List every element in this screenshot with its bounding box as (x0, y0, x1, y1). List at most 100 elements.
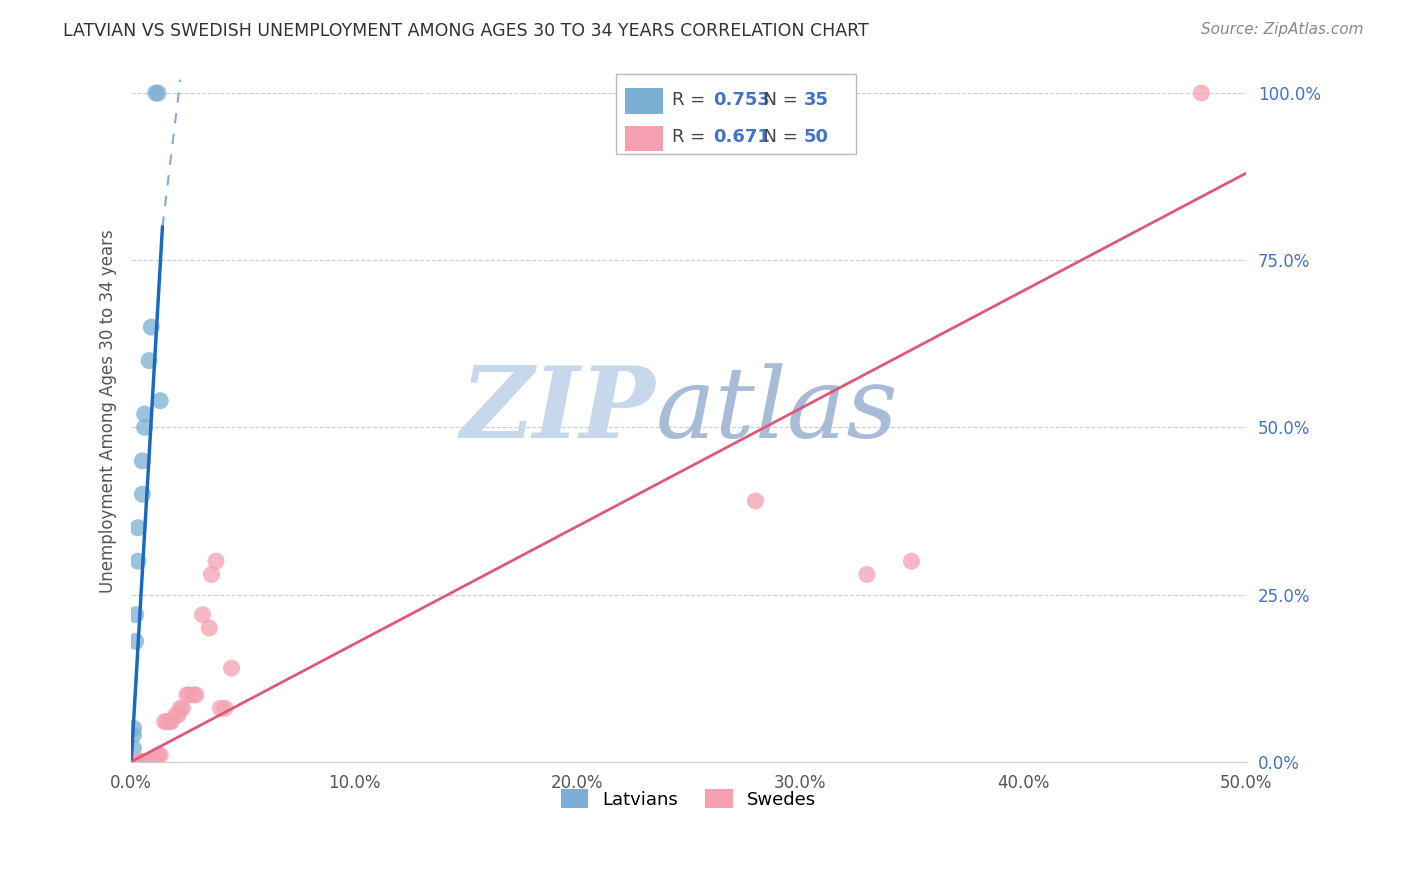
Text: R =: R = (672, 128, 711, 145)
Point (120, 755, 142, 769)
Point (169, 701, 191, 715)
Point (122, 741, 145, 756)
Point (134, 755, 156, 769)
Point (125, 755, 148, 769)
Text: 0.671: 0.671 (713, 128, 770, 145)
Point (127, 554, 149, 568)
Point (125, 755, 148, 769)
Point (184, 688, 207, 702)
Point (167, 708, 190, 723)
Point (122, 755, 145, 769)
Point (200, 567, 222, 582)
Point (120, 755, 142, 769)
Point (900, 554, 922, 568)
Point (157, 714, 180, 729)
Point (120, 755, 142, 769)
FancyBboxPatch shape (616, 74, 856, 154)
Point (129, 755, 152, 769)
Point (125, 755, 148, 769)
Point (129, 755, 152, 769)
Point (153, 714, 176, 729)
Point (120, 755, 142, 769)
Point (135, 755, 157, 769)
Point (135, 755, 157, 769)
Point (134, 420, 156, 434)
Text: Source: ZipAtlas.com: Source: ZipAtlas.com (1201, 22, 1364, 37)
Point (209, 701, 232, 715)
Text: 0.753: 0.753 (713, 91, 770, 109)
Point (744, 494, 766, 508)
Point (138, 353, 160, 368)
Point (131, 755, 153, 769)
Point (141, 320, 163, 334)
Point (122, 755, 145, 769)
Point (120, 755, 142, 769)
Point (1189, 86, 1212, 100)
Point (149, 748, 172, 763)
Point (122, 755, 145, 769)
Text: ZIP: ZIP (460, 362, 655, 459)
Point (165, 708, 187, 723)
Text: 50: 50 (803, 128, 828, 145)
Point (172, 701, 194, 715)
Point (120, 755, 142, 769)
Point (179, 688, 201, 702)
Point (120, 755, 142, 769)
Point (135, 755, 157, 769)
Point (120, 755, 142, 769)
Point (198, 621, 221, 635)
Point (134, 755, 156, 769)
Point (149, 393, 172, 408)
Point (221, 661, 243, 675)
Point (142, 755, 165, 769)
Point (120, 755, 142, 769)
Point (125, 634, 148, 648)
Point (120, 755, 142, 769)
Point (146, 748, 169, 763)
Point (127, 755, 149, 769)
Legend: Latvians, Swedes: Latvians, Swedes (554, 782, 824, 816)
Point (856, 567, 879, 582)
Point (120, 755, 142, 769)
Point (131, 487, 153, 501)
Text: R =: R = (672, 91, 711, 109)
Text: N =: N = (752, 91, 804, 109)
Point (141, 755, 163, 769)
Point (131, 755, 153, 769)
Point (120, 755, 142, 769)
Point (127, 521, 149, 535)
Point (205, 554, 228, 568)
Point (125, 755, 148, 769)
Point (120, 755, 142, 769)
Point (183, 688, 205, 702)
Point (122, 728, 145, 742)
Point (145, 86, 167, 100)
Point (131, 454, 153, 468)
Point (120, 755, 142, 769)
Text: 35: 35 (803, 91, 828, 109)
Text: LATVIAN VS SWEDISH UNEMPLOYMENT AMONG AGES 30 TO 34 YEARS CORRELATION CHART: LATVIAN VS SWEDISH UNEMPLOYMENT AMONG AG… (63, 22, 869, 40)
Point (120, 755, 142, 769)
Point (214, 701, 236, 715)
Point (120, 755, 142, 769)
Point (122, 722, 145, 736)
Point (146, 86, 169, 100)
Point (120, 755, 142, 769)
FancyBboxPatch shape (626, 126, 664, 151)
Point (142, 755, 165, 769)
Point (134, 407, 156, 421)
Point (160, 714, 183, 729)
Point (129, 755, 152, 769)
Text: atlas: atlas (655, 363, 898, 458)
Y-axis label: Unemployment Among Ages 30 to 34 years: Unemployment Among Ages 30 to 34 years (100, 229, 117, 592)
Point (176, 688, 198, 702)
Point (138, 755, 160, 769)
FancyBboxPatch shape (626, 88, 664, 113)
Point (125, 607, 148, 622)
Point (127, 755, 149, 769)
Point (120, 755, 142, 769)
Text: N =: N = (752, 128, 804, 145)
Point (122, 755, 145, 769)
Point (191, 607, 214, 622)
Point (120, 755, 142, 769)
